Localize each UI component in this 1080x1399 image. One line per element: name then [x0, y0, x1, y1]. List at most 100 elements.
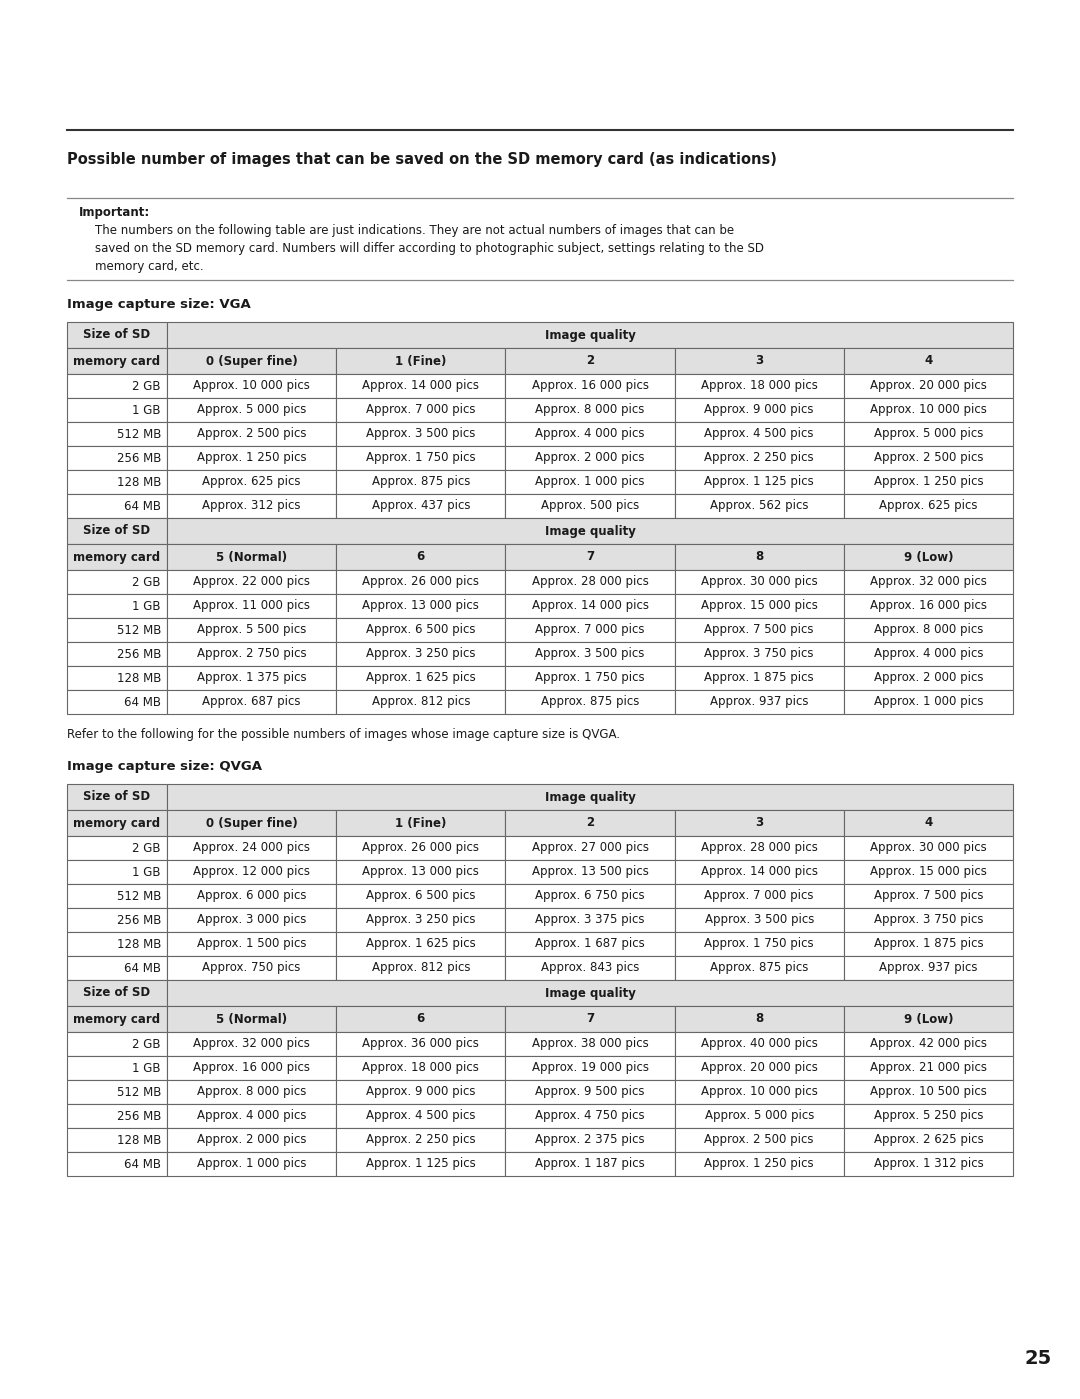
Bar: [67, 322, 167, 348]
Text: Approx. 2 500 pics: Approx. 2 500 pics: [704, 1133, 814, 1147]
Bar: [505, 666, 675, 690]
Text: 6: 6: [417, 550, 424, 564]
Bar: [67, 837, 167, 860]
Text: 5 (Normal): 5 (Normal): [216, 550, 287, 564]
Text: Approx. 5 000 pics: Approx. 5 000 pics: [874, 428, 983, 441]
Text: Approx. 13 000 pics: Approx. 13 000 pics: [363, 600, 480, 613]
Bar: [167, 544, 336, 569]
Text: Approx. 1 875 pics: Approx. 1 875 pics: [874, 937, 983, 950]
Bar: [675, 595, 843, 618]
Text: Approx. 10 500 pics: Approx. 10 500 pics: [870, 1086, 987, 1098]
Bar: [67, 932, 167, 956]
Text: Approx. 1 750 pics: Approx. 1 750 pics: [366, 452, 475, 464]
Bar: [505, 1151, 675, 1177]
Text: Approx. 937 pics: Approx. 937 pics: [879, 961, 977, 975]
Text: The numbers on the following table are just indications. They are not actual num: The numbers on the following table are j…: [95, 224, 734, 236]
Bar: [67, 690, 167, 713]
Bar: [675, 1056, 843, 1080]
Text: Approx. 2 500 pics: Approx. 2 500 pics: [197, 428, 307, 441]
Text: 25: 25: [1025, 1349, 1052, 1368]
Bar: [167, 1056, 336, 1080]
Bar: [167, 1080, 336, 1104]
Bar: [67, 470, 167, 494]
Text: Approx. 11 000 pics: Approx. 11 000 pics: [193, 600, 310, 613]
Text: Approx. 3 250 pics: Approx. 3 250 pics: [366, 648, 475, 660]
Bar: [167, 908, 336, 932]
Bar: [843, 837, 1013, 860]
Text: 3: 3: [755, 354, 764, 368]
Text: Approx. 9 500 pics: Approx. 9 500 pics: [536, 1086, 645, 1098]
Bar: [843, 1032, 1013, 1056]
Text: Approx. 1 250 pics: Approx. 1 250 pics: [874, 476, 983, 488]
Bar: [67, 1104, 167, 1128]
Text: Approx. 1 625 pics: Approx. 1 625 pics: [366, 672, 475, 684]
Bar: [675, 1032, 843, 1056]
Bar: [336, 860, 505, 884]
Bar: [67, 1128, 167, 1151]
Text: Approx. 625 pics: Approx. 625 pics: [879, 499, 977, 512]
Text: Approx. 1 000 pics: Approx. 1 000 pics: [536, 476, 645, 488]
Bar: [505, 569, 675, 595]
Bar: [675, 1006, 843, 1032]
Text: Approx. 15 000 pics: Approx. 15 000 pics: [701, 600, 818, 613]
Bar: [67, 860, 167, 884]
Text: Approx. 687 pics: Approx. 687 pics: [202, 695, 301, 708]
Bar: [336, 1006, 505, 1032]
Bar: [336, 810, 505, 837]
Text: Approx. 1 125 pics: Approx. 1 125 pics: [704, 476, 814, 488]
Bar: [167, 1006, 336, 1032]
Text: memory card: memory card: [73, 354, 161, 368]
Text: Image quality: Image quality: [544, 329, 635, 341]
Text: Approx. 6 500 pics: Approx. 6 500 pics: [366, 624, 475, 637]
Bar: [843, 956, 1013, 981]
Text: Approx. 5 000 pics: Approx. 5 000 pics: [704, 1109, 814, 1122]
Text: 0 (Super fine): 0 (Super fine): [205, 354, 297, 368]
Text: Approx. 2 500 pics: Approx. 2 500 pics: [874, 452, 983, 464]
Text: 128 MB: 128 MB: [117, 672, 161, 684]
Text: 0 (Super fine): 0 (Super fine): [205, 817, 297, 830]
Text: Approx. 7 000 pics: Approx. 7 000 pics: [704, 890, 814, 902]
Bar: [167, 397, 336, 422]
Text: Approx. 3 250 pics: Approx. 3 250 pics: [366, 914, 475, 926]
Text: Approx. 20 000 pics: Approx. 20 000 pics: [701, 1062, 818, 1074]
Text: 64 MB: 64 MB: [124, 499, 161, 512]
Text: 1 GB: 1 GB: [133, 600, 161, 613]
Text: Approx. 1 312 pics: Approx. 1 312 pics: [874, 1157, 983, 1171]
Text: 9 (Low): 9 (Low): [904, 550, 954, 564]
Text: Approx. 40 000 pics: Approx. 40 000 pics: [701, 1038, 818, 1051]
Bar: [67, 1006, 167, 1032]
Bar: [505, 956, 675, 981]
Text: Approx. 30 000 pics: Approx. 30 000 pics: [870, 842, 987, 855]
Text: Approx. 2 000 pics: Approx. 2 000 pics: [197, 1133, 307, 1147]
Bar: [675, 932, 843, 956]
Bar: [843, 810, 1013, 837]
Bar: [167, 956, 336, 981]
Text: Approx. 812 pics: Approx. 812 pics: [372, 695, 470, 708]
Text: 128 MB: 128 MB: [117, 1133, 161, 1147]
Bar: [843, 1056, 1013, 1080]
Bar: [843, 860, 1013, 884]
Text: Image capture size: VGA: Image capture size: VGA: [67, 298, 251, 311]
Text: Possible number of images that can be saved on the SD memory card (as indication: Possible number of images that can be sa…: [67, 152, 777, 166]
Text: Size of SD: Size of SD: [83, 790, 150, 803]
Bar: [67, 884, 167, 908]
Bar: [336, 446, 505, 470]
Text: Approx. 9 000 pics: Approx. 9 000 pics: [704, 403, 814, 417]
Text: Approx. 1 750 pics: Approx. 1 750 pics: [704, 937, 814, 950]
Text: Approx. 750 pics: Approx. 750 pics: [202, 961, 301, 975]
Text: Approx. 20 000 pics: Approx. 20 000 pics: [870, 379, 987, 393]
Bar: [336, 569, 505, 595]
Bar: [505, 470, 675, 494]
Text: 256 MB: 256 MB: [117, 1109, 161, 1122]
Text: Approx. 2 000 pics: Approx. 2 000 pics: [536, 452, 645, 464]
Bar: [675, 1104, 843, 1128]
Text: Approx. 16 000 pics: Approx. 16 000 pics: [869, 600, 987, 613]
Bar: [675, 1128, 843, 1151]
Bar: [675, 908, 843, 932]
Text: 2 GB: 2 GB: [133, 575, 161, 589]
Bar: [505, 837, 675, 860]
Bar: [167, 518, 1013, 544]
Bar: [336, 884, 505, 908]
Text: 512 MB: 512 MB: [117, 890, 161, 902]
Bar: [67, 569, 167, 595]
